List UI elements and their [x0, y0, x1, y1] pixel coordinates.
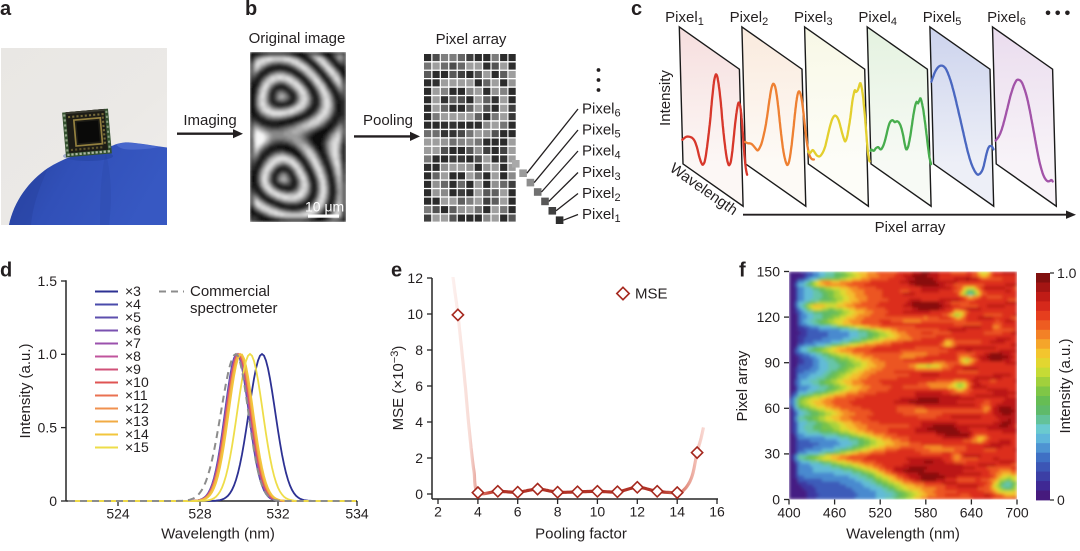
svg-text:×10: ×10	[125, 374, 149, 390]
svg-text:Pixel array: Pixel array	[875, 219, 946, 236]
svg-text:×3: ×3	[125, 283, 141, 299]
svg-text:×14: ×14	[125, 426, 149, 442]
svg-text:Intensity: Intensity	[657, 70, 674, 126]
svg-text:6: 6	[514, 504, 522, 520]
svg-text:2: 2	[415, 450, 423, 466]
svg-text:1.5: 1.5	[38, 273, 58, 289]
svg-text:×4: ×4	[125, 296, 141, 312]
svg-text:90: 90	[764, 355, 780, 371]
svg-text:0: 0	[772, 491, 780, 507]
svg-text:spectrometer: spectrometer	[190, 300, 278, 317]
svg-text:c: c	[631, 0, 642, 20]
svg-text:Pixel array: Pixel array	[436, 31, 507, 48]
svg-text:Wavelength (nm): Wavelength (nm)	[846, 526, 960, 543]
svg-text:460: 460	[823, 505, 847, 521]
svg-text:×13: ×13	[125, 413, 149, 429]
svg-text:4: 4	[415, 414, 423, 430]
svg-text:2: 2	[434, 504, 442, 520]
svg-text:×11: ×11	[125, 387, 148, 403]
svg-text:534: 534	[345, 506, 369, 522]
svg-text:0: 0	[1057, 492, 1065, 508]
svg-text:MSE (×10−3): MSE (×10−3)	[389, 346, 407, 431]
svg-text:Intensity (a.u.): Intensity (a.u.)	[1057, 338, 1074, 433]
svg-text:Imaging: Imaging	[183, 112, 236, 129]
svg-text:d: d	[0, 260, 12, 282]
svg-text:Pooling factor: Pooling factor	[535, 526, 627, 543]
svg-text:MSE: MSE	[635, 286, 668, 303]
svg-text:60: 60	[764, 400, 780, 416]
svg-text:0: 0	[415, 486, 423, 502]
svg-text:120: 120	[757, 309, 781, 325]
svg-text:580: 580	[914, 505, 938, 521]
svg-text:14: 14	[669, 504, 685, 520]
svg-text:Pixel1: Pixel1	[582, 206, 621, 225]
svg-text:×5: ×5	[125, 309, 141, 325]
svg-text:0: 0	[49, 493, 57, 509]
svg-text:×7: ×7	[125, 335, 141, 351]
svg-text:f: f	[739, 260, 746, 282]
svg-text:12: 12	[407, 270, 423, 286]
svg-text:Commercial: Commercial	[190, 283, 270, 300]
svg-text:×15: ×15	[125, 439, 149, 455]
svg-text:10: 10	[407, 306, 423, 322]
svg-text:Original image: Original image	[249, 30, 346, 47]
svg-text:b: b	[245, 0, 257, 20]
svg-text:×9: ×9	[125, 361, 141, 377]
svg-text:Pixel6: Pixel6	[582, 101, 621, 120]
svg-text:×12: ×12	[125, 400, 149, 416]
svg-text:1.0: 1.0	[1057, 265, 1077, 281]
svg-text:Pixel array: Pixel array	[734, 350, 751, 421]
svg-text:Pixel5: Pixel5	[582, 122, 621, 141]
svg-text:8: 8	[554, 504, 562, 520]
svg-text:400: 400	[777, 505, 801, 521]
svg-text:524: 524	[106, 506, 130, 522]
svg-text:×8: ×8	[125, 348, 141, 364]
svg-text:Pixel4: Pixel4	[582, 143, 621, 162]
svg-text:6: 6	[415, 378, 423, 394]
svg-text:16: 16	[709, 504, 725, 520]
svg-text:Pixel4: Pixel4	[858, 9, 897, 28]
svg-text:Pixel2: Pixel2	[730, 9, 769, 28]
svg-text:700: 700	[1005, 505, 1029, 521]
svg-text:Pixel3: Pixel3	[582, 164, 621, 183]
svg-text:10: 10	[590, 504, 606, 520]
svg-text:Pixel3: Pixel3	[794, 9, 833, 28]
svg-text:8: 8	[415, 342, 423, 358]
svg-text:0.5: 0.5	[38, 419, 58, 435]
svg-text:Pixel2: Pixel2	[582, 185, 621, 204]
svg-text:Pooling: Pooling	[363, 112, 413, 129]
svg-text:a: a	[0, 0, 12, 20]
svg-text:e: e	[391, 260, 402, 282]
svg-text:10 μm: 10 μm	[305, 199, 344, 215]
svg-text:Pixel5: Pixel5	[923, 9, 962, 28]
svg-text:150: 150	[757, 263, 781, 279]
svg-text:Wavelength (nm): Wavelength (nm)	[161, 526, 275, 543]
svg-text:520: 520	[869, 505, 893, 521]
svg-text:4: 4	[474, 504, 482, 520]
svg-text:640: 640	[960, 505, 984, 521]
svg-text:12: 12	[630, 504, 646, 520]
svg-text:Pixel6: Pixel6	[987, 9, 1026, 28]
svg-text:Pixel1: Pixel1	[665, 9, 704, 28]
svg-text:Intensity (a.u.): Intensity (a.u.)	[17, 343, 34, 438]
svg-text:1.0: 1.0	[38, 346, 58, 362]
svg-text:30: 30	[764, 446, 780, 462]
svg-text:×6: ×6	[125, 322, 141, 338]
svg-text:532: 532	[266, 506, 290, 522]
svg-text:528: 528	[188, 506, 212, 522]
